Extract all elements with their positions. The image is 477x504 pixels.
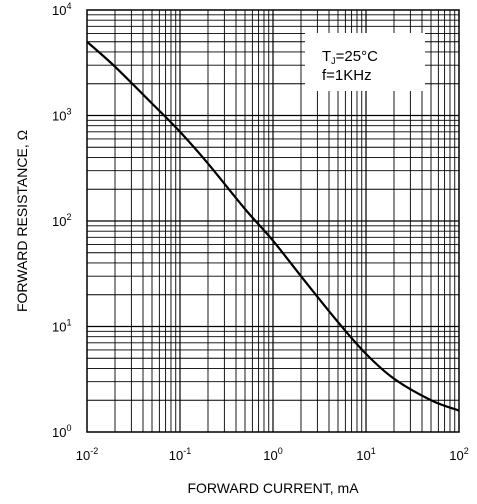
x-tick-label: 100: [263, 446, 282, 463]
y-tick-label: 101: [52, 318, 71, 335]
annotation-box: TJ=25°C f=1KHz: [305, 33, 425, 91]
x-tick-label: 10-1: [169, 446, 191, 463]
annotation-frequency: f=1KHz: [322, 67, 372, 84]
y-tick-label: 103: [52, 107, 71, 124]
x-tick-label: 102: [449, 446, 468, 463]
x-axis-label: FORWARD CURRENT, mA: [187, 480, 359, 496]
plot-frame: [86, 9, 460, 433]
y-tick-label: 104: [52, 1, 71, 18]
y-tick-label: 100: [52, 423, 71, 440]
annotation-background: [305, 33, 425, 91]
series-line: [86, 40, 460, 412]
annotation-temperature: TJ=25°C: [322, 48, 378, 66]
x-tick-label: 101: [356, 446, 375, 463]
tick-labels: 10-2 10-1 100 101 102 100 101 102 103 104: [52, 1, 469, 463]
y-tick-label: 102: [52, 212, 71, 229]
y-axis-label: FORWARD RESISTANCE, Ω: [14, 130, 30, 312]
grid: [87, 10, 459, 432]
x-tick-label: 10-2: [76, 446, 98, 463]
